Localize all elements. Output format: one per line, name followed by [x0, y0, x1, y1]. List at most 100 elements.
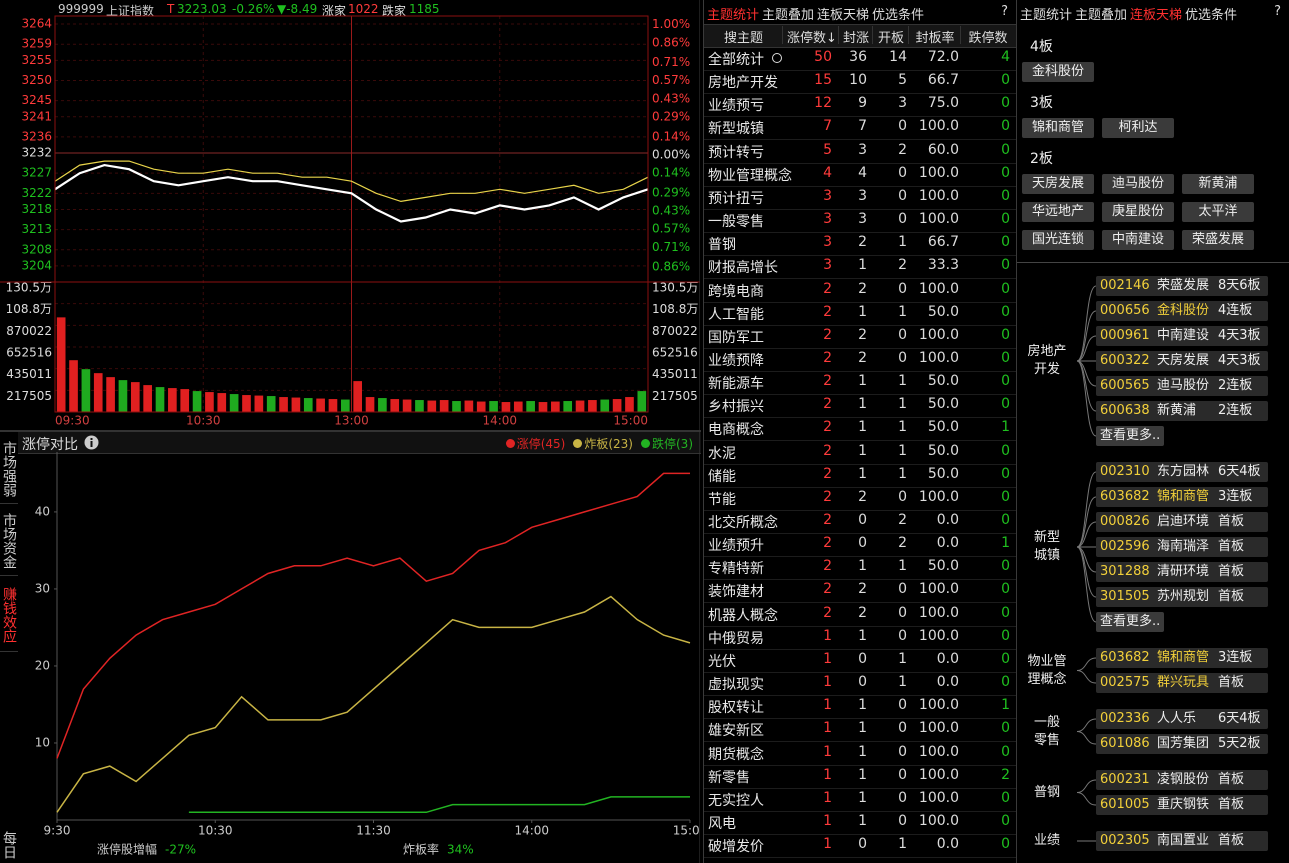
table-row[interactable]: 无实控人 1 1 0 100.0 0: [704, 788, 1016, 812]
table-row[interactable]: 国防军工 2 2 0 100.0 0: [704, 325, 1016, 349]
tab[interactable]: 主题统计: [707, 8, 760, 23]
table-row[interactable]: 电商概念 2 1 1 50.0 1: [704, 417, 1016, 442]
stock-button[interactable]: 华远地产: [1022, 202, 1094, 222]
table-row[interactable]: 风电 1 1 0 100.0 0: [704, 811, 1016, 835]
stock-button[interactable]: 国光连锁: [1022, 230, 1094, 250]
legend-item[interactable]: 炸板(23): [573, 435, 633, 452]
stock-item[interactable]: 600231 凌钢股份 首板: [1096, 770, 1268, 790]
stock-item[interactable]: 601005 重庆钢铁 首板: [1096, 795, 1268, 815]
tab[interactable]: 主题统计: [1020, 8, 1073, 23]
table-row[interactable]: 乡村振兴 2 1 1 50.0 0: [704, 394, 1016, 419]
stock-item[interactable]: 603682 锦和商管 3连板: [1096, 648, 1268, 668]
stock-item[interactable]: 002146 荣盛发展 8天6板: [1096, 276, 1268, 296]
table-row[interactable]: 财报高增长 3 1 2 33.3 0: [704, 255, 1016, 280]
help[interactable]: ?: [1001, 4, 1008, 19]
stock-button[interactable]: 新黄浦: [1182, 174, 1254, 194]
table-row[interactable]: 雄安新区 1 1 0 100.0 0: [704, 718, 1016, 743]
table-row[interactable]: 业绩预升 2 0 2 0.0 1: [704, 533, 1016, 558]
column-header[interactable]: 跌停数: [968, 31, 1008, 46]
column-header[interactable]: 封涨: [842, 31, 869, 46]
table-row[interactable]: 专精特新 2 1 1 50.0 0: [704, 556, 1016, 581]
volume-tick-label: 108.8万: [652, 302, 698, 316]
table-row[interactable]: 水泥 2 1 1 50.0 0: [704, 441, 1016, 465]
table-row[interactable]: 预计扭亏 3 3 0 100.0 0: [704, 186, 1016, 210]
table-row[interactable]: 普钢 3 2 1 66.7 0: [704, 232, 1016, 257]
cell: 3: [823, 234, 832, 251]
stock-item[interactable]: 601086 国芳集团 5天2板: [1096, 734, 1268, 754]
stock-button[interactable]: 迪马股份: [1102, 174, 1174, 194]
side-tab[interactable]: 每日: [0, 825, 18, 863]
table-row[interactable]: 新零售 1 1 0 100.0 2: [704, 765, 1016, 789]
table-row[interactable]: 预计转亏 5 3 2 60.0 0: [704, 140, 1016, 164]
table-row[interactable]: 跨境电商 2 2 0 100.0 0: [704, 279, 1016, 303]
volume-bar: [551, 401, 560, 412]
table-row[interactable]: 房地产开发 15 10 5 66.7 0: [704, 70, 1016, 95]
stock-button[interactable]: 柯利达: [1102, 118, 1174, 138]
table-row[interactable]: 中俄贸易 1 1 0 100.0 0: [704, 626, 1016, 650]
table-row[interactable]: 北交所概念 2 0 2 0.0 0: [704, 510, 1016, 534]
y2-tick-label: 0.29%: [652, 185, 690, 199]
stock-tag: 2连板: [1218, 403, 1253, 418]
tab[interactable]: 连板天梯: [1130, 8, 1183, 23]
table-row[interactable]: 物业管理概念 4 4 0 100.0 0: [704, 163, 1016, 187]
tab[interactable]: 连板天梯: [817, 8, 870, 23]
stock-item[interactable]: 002575 群兴玩具 首板: [1096, 673, 1268, 693]
tab[interactable]: 主题叠加: [762, 8, 815, 23]
table-row[interactable]: 新型城镇 7 7 0 100.0 0: [704, 116, 1016, 141]
info-icon[interactable]: [84, 435, 99, 450]
column-header[interactable]: 开板: [877, 31, 904, 46]
help[interactable]: ?: [1274, 4, 1281, 19]
column-header[interactable]: 涨停数↓: [787, 31, 837, 46]
stock-item[interactable]: 600322 天房发展 4天3板: [1096, 351, 1268, 371]
table-row[interactable]: 装饰建材 2 2 0 100.0 0: [704, 579, 1016, 604]
table-row[interactable]: 虚拟现实 1 0 1 0.0 0: [704, 672, 1016, 697]
stock-item[interactable]: 002305 南国置业 首板: [1096, 831, 1268, 851]
cell: 1: [858, 419, 867, 436]
tab[interactable]: 优选条件: [1185, 8, 1238, 23]
table-row[interactable]: 光伏 1 0 1 0.0 0: [704, 649, 1016, 673]
stock-item[interactable]: 000961 中南建设 4天3板: [1096, 326, 1268, 346]
stock-code: 301505: [1100, 589, 1150, 604]
side-tab[interactable]: 市场资金: [0, 507, 18, 576]
legend-item[interactable]: 跌停(3): [641, 435, 693, 452]
table-row[interactable]: 节能 2 2 0 100.0 0: [704, 487, 1016, 511]
stock-button[interactable]: 天房发展: [1022, 174, 1094, 194]
stock-item[interactable]: 603682 锦和商管 3连板: [1096, 487, 1268, 507]
table-row[interactable]: 新能源车 2 1 1 50.0 0: [704, 371, 1016, 396]
stock-button[interactable]: 中南建设: [1102, 230, 1174, 250]
table-row[interactable]: 人工智能 2 1 1 50.0 0: [704, 302, 1016, 326]
cell: 国防军工: [708, 329, 764, 346]
stock-item[interactable]: 002596 海南瑞泽 首板: [1096, 537, 1268, 557]
table-row[interactable]: 全部统计 50 36 14 72.0 4: [704, 47, 1016, 71]
table-row[interactable]: 业绩预亏 12 9 3 75.0 0: [704, 93, 1016, 118]
table-row[interactable]: 期货概念 1 1 0 100.0 0: [704, 742, 1016, 766]
more-button[interactable]: 查看更多..: [1096, 426, 1165, 446]
stock-button[interactable]: 金科股份: [1022, 62, 1094, 82]
stock-item[interactable]: 301288 清研环境 首板: [1096, 562, 1268, 582]
stock-item[interactable]: 000656 金科股份 4连板: [1096, 301, 1268, 321]
table-row[interactable]: 业绩预降 2 2 0 100.0 0: [704, 348, 1016, 372]
stock-button[interactable]: 庚星股份: [1102, 202, 1174, 222]
stock-item[interactable]: 600565 迪马股份 2连板: [1096, 376, 1268, 396]
side-tab[interactable]: 市场强弱: [0, 435, 18, 504]
stock-button[interactable]: 锦和商管: [1022, 118, 1094, 138]
column-header[interactable]: 搜主题: [724, 31, 764, 46]
stock-item[interactable]: 301505 苏州规划 首板: [1096, 587, 1268, 607]
table-row[interactable]: 机器人概念 2 2 0 100.0 0: [704, 603, 1016, 627]
column-header[interactable]: 封板率: [915, 31, 955, 46]
stock-item[interactable]: 000826 启迪环境 首板: [1096, 512, 1268, 532]
stock-button[interactable]: 荣盛发展: [1182, 230, 1254, 250]
table-row[interactable]: 储能 2 1 1 50.0 0: [704, 464, 1016, 488]
table-row[interactable]: 破增发价 1 0 1 0.0 0: [704, 834, 1016, 859]
stock-item[interactable]: 600638 新黄浦 2连板: [1096, 401, 1268, 421]
tab[interactable]: 优选条件: [872, 8, 925, 23]
more-button[interactable]: 查看更多..: [1096, 612, 1165, 632]
side-tab[interactable]: 赚钱效应: [0, 579, 18, 652]
stock-item[interactable]: 002336 人人乐 6天4板: [1096, 709, 1268, 729]
stock-button[interactable]: 太平洋: [1182, 202, 1254, 222]
stock-item[interactable]: 002310 东方园林 6天4板: [1096, 462, 1268, 482]
legend-item[interactable]: 涨停(45): [505, 435, 565, 452]
table-row[interactable]: 股权转让 1 1 0 100.0 1: [704, 695, 1016, 720]
tab[interactable]: 主题叠加: [1075, 8, 1128, 23]
table-row[interactable]: 一般零售 3 3 0 100.0 0: [704, 209, 1016, 234]
